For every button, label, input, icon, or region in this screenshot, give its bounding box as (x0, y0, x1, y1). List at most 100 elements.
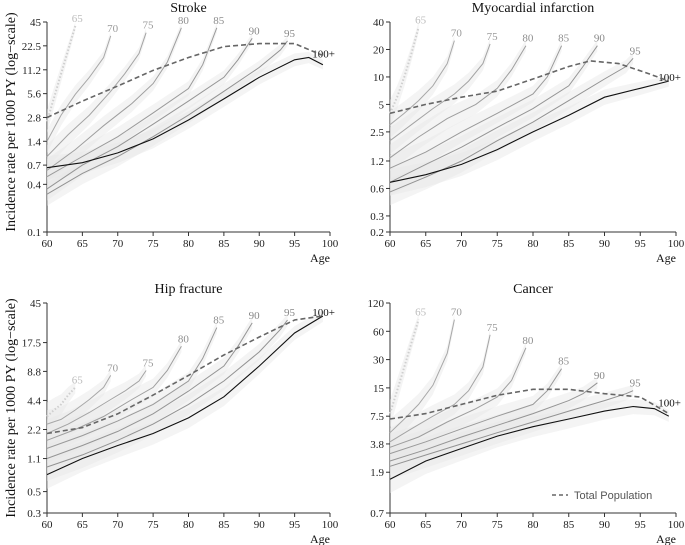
series-line-100- (46, 56, 324, 169)
series-line-80 (389, 45, 527, 159)
series-label-90: 90 (594, 33, 606, 45)
panel-title: Myocardial infarction (472, 1, 594, 16)
x-tick-label: 65 (77, 519, 89, 531)
series-label-65: 65 (72, 13, 84, 25)
series-label-95: 95 (630, 378, 642, 390)
panel-0: Stroke 60 65 70 75 80 85 90 95 100 0.1 0.4 0.7 1.4 2.8… (22, 1, 339, 265)
band-80 (47, 340, 182, 455)
band-100+ (390, 398, 669, 493)
series-line-70 (389, 40, 455, 126)
y-tick-label: 7.5 (370, 411, 384, 423)
x-tick-label: 100 (322, 519, 339, 531)
series-label-80: 80 (522, 335, 534, 347)
x-tick-label: 70 (456, 519, 468, 531)
y-tick-label: 0.5 (27, 487, 41, 499)
series-line-70 (389, 319, 455, 434)
x-tick-label: 60 (385, 519, 397, 531)
x-tick-label: 85 (218, 519, 230, 531)
series-label-75: 75 (487, 322, 499, 334)
band-75 (47, 364, 147, 448)
y-tick-label: 3.8 (370, 439, 384, 451)
series-label-70: 70 (451, 307, 463, 319)
y-tick-label: 0.4 (27, 179, 41, 191)
x-tick-label: 85 (563, 519, 575, 531)
series-line-80 (46, 27, 182, 171)
series-label-75: 75 (143, 357, 155, 369)
panel-2: Hip fracture 60 65 70 75 80 85 90 95 100 0.3 0.5 1.1… (22, 282, 339, 545)
series-label-90: 90 (594, 370, 606, 382)
series-line-total-population (389, 388, 670, 420)
series-line-70 (46, 35, 112, 142)
x-tick-label: 85 (563, 238, 575, 250)
series-label-80: 80 (178, 333, 190, 345)
panel-title: Cancer (513, 282, 553, 297)
band-75 (390, 38, 491, 155)
x-tick-label: 60 (42, 238, 54, 250)
series-label-75: 75 (143, 20, 155, 32)
series-line-85 (389, 45, 563, 169)
x-axis-label: Age (310, 251, 330, 265)
y-tick-label: 20 (373, 44, 385, 56)
series-line-65 (46, 25, 77, 122)
series-line-95 (46, 40, 288, 195)
y-tick-label: 0.7 (27, 160, 41, 172)
series-line-total-population (46, 42, 324, 119)
band-85 (390, 40, 562, 182)
band-75 (390, 329, 491, 456)
y-tick-label: 0.2 (370, 227, 384, 239)
series-line-100- (389, 80, 669, 183)
y-tick-label: 2.2 (27, 424, 41, 436)
series-label-85: 85 (213, 15, 225, 27)
x-tick-label: 80 (528, 519, 540, 531)
y-tick-label: 5.6 (27, 89, 41, 101)
band-95 (47, 36, 288, 206)
y-tick-label: 2.5 (370, 127, 384, 139)
x-tick-label: 75 (492, 238, 504, 250)
x-tick-label: 80 (528, 238, 540, 250)
x-tick-label: 60 (42, 519, 54, 531)
series-line-80 (389, 347, 527, 448)
y-tick-label: 22.5 (22, 41, 42, 53)
series-label-100-: 100+ (658, 398, 681, 410)
y-tick-label: 45 (30, 298, 42, 310)
series-line-75 (389, 43, 491, 142)
series-label-100-: 100+ (312, 49, 335, 61)
band-75 (47, 27, 147, 169)
x-tick-label: 90 (254, 519, 266, 531)
y-tick-label: 0.1 (27, 227, 41, 239)
series-label-65: 65 (415, 14, 427, 26)
x-tick-label: 95 (289, 519, 301, 531)
band-85 (47, 321, 217, 463)
legend: Total Population (552, 490, 652, 502)
series-label-100-: 100+ (312, 307, 335, 319)
y-tick-label: 0.6 (370, 183, 384, 195)
band-85 (390, 362, 562, 468)
y-tick-label: 1.2 (370, 156, 384, 168)
series-line-90 (46, 38, 253, 190)
band-80 (390, 342, 526, 462)
band-95 (47, 314, 288, 482)
band-70 (47, 369, 111, 439)
series-label-70: 70 (451, 28, 463, 40)
series-line-total-population (389, 60, 670, 115)
series-line-85 (46, 327, 218, 449)
x-tick-label: 95 (635, 238, 647, 250)
x-tick-label: 90 (254, 238, 266, 250)
y-tick-label: 15 (373, 383, 385, 395)
y-tick-label: 1.4 (27, 136, 41, 148)
x-tick-label: 70 (112, 519, 124, 531)
y-tick-label: 8.8 (27, 366, 41, 378)
series-line-85 (389, 368, 563, 455)
series-label-95: 95 (284, 307, 296, 319)
x-tick-label: 100 (668, 519, 685, 531)
series-label-85: 85 (558, 33, 570, 45)
panel-title: Hip fracture (154, 282, 222, 297)
x-axis-label: Age (656, 251, 676, 265)
x-tick-label: 90 (599, 519, 611, 531)
y-tick-label: 60 (373, 326, 385, 338)
x-tick-label: 75 (148, 238, 160, 250)
band-100+ (390, 75, 669, 196)
x-tick-label: 70 (456, 238, 468, 250)
band-65 (47, 381, 76, 431)
